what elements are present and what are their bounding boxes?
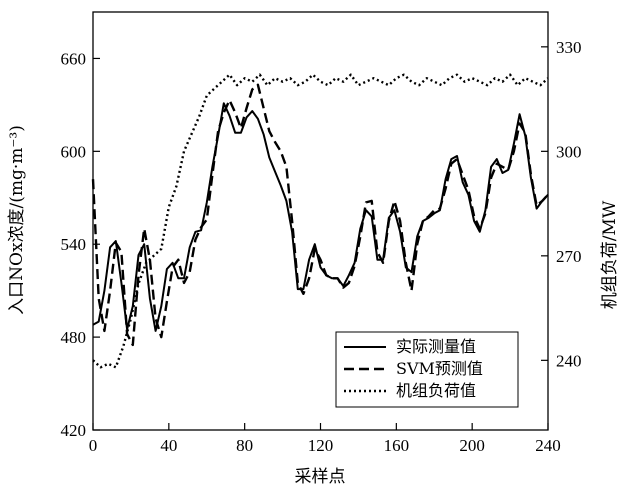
x-tick-label: 0 (89, 436, 98, 455)
x-tick-label: 200 (459, 436, 485, 455)
y-left-tick-label: 540 (61, 235, 87, 254)
y-right-tick-label: 330 (556, 38, 582, 57)
y-right-tick-label: 240 (556, 351, 582, 370)
x-tick-label: 240 (535, 436, 561, 455)
x-tick-label: 120 (308, 436, 334, 455)
legend-label-load: 机组负荷值 (396, 381, 476, 400)
y-axis-left-title: 入口NOx浓度/(mg·m⁻³) (7, 125, 27, 315)
series-line-3 (92, 73, 549, 369)
legend-label-svm: SVM预测值 (396, 359, 483, 378)
x-tick-label: 40 (160, 436, 177, 455)
legend-label-actual: 实际测量值 (396, 337, 476, 356)
series-line-2 (91, 83, 549, 347)
y-left-tick-label: 480 (61, 328, 87, 347)
series-layer (91, 73, 549, 369)
y-left-tick-label: 420 (61, 421, 87, 440)
x-tick-label: 160 (384, 436, 410, 455)
legend: 实际测量值 SVM预测值 机组负荷值 (335, 331, 519, 408)
legend-box (335, 331, 519, 408)
y-right-tick-label: 270 (556, 247, 582, 266)
ticks-layer: 0 40 80 120 160 200 240 420 480 540 600 660 240 270 30… (61, 38, 582, 455)
x-tick-label: 80 (236, 436, 253, 455)
y-axis-right-title: 机组负荷/MW (600, 200, 620, 309)
series-line-1 (92, 102, 549, 332)
y-left-tick-label: 660 (61, 49, 87, 68)
y-right-tick-label: 300 (556, 142, 582, 161)
y-left-tick-label: 600 (61, 142, 87, 161)
x-axis-title: 采样点 (295, 467, 346, 487)
